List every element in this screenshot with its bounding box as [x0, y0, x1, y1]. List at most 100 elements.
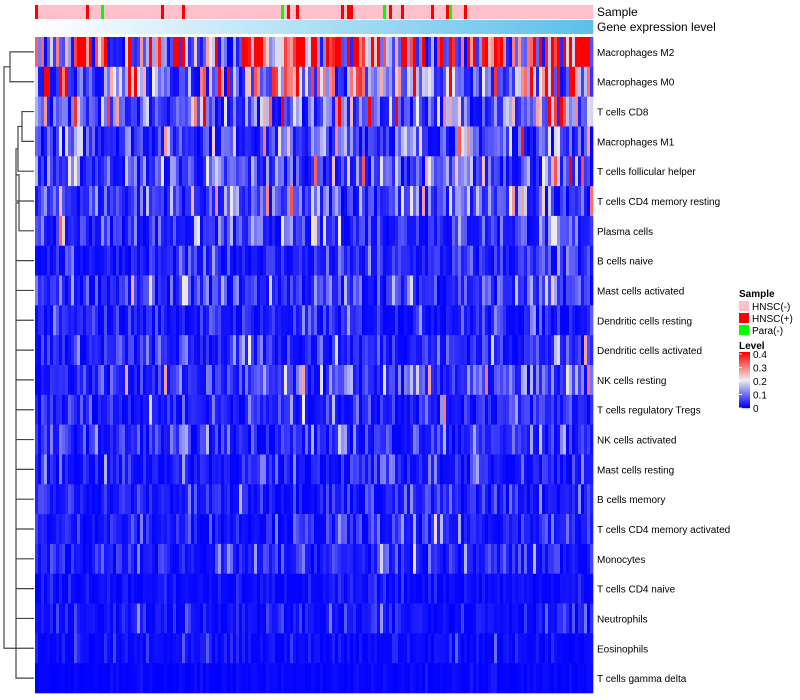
heatmap-cell [497, 215, 501, 247]
heatmap-cell [443, 424, 447, 455]
heatmap-cell [467, 156, 471, 187]
heatmap-cell [302, 156, 306, 187]
heatmap-cell [464, 305, 468, 336]
heatmap-cell [506, 365, 510, 396]
heatmap-cell [416, 543, 420, 575]
heatmap-cell [485, 484, 489, 515]
heatmap-cell [308, 335, 312, 366]
heatmap-cell [230, 156, 234, 187]
heatmap-cell [308, 573, 312, 604]
heatmap-cell [230, 454, 234, 485]
sample-annotation-cell [242, 5, 246, 19]
heatmap-cell [371, 305, 375, 336]
heatmap-cell [284, 335, 288, 366]
heatmap-cell [515, 633, 519, 664]
heatmap-cell [116, 245, 120, 276]
heatmap-cell [557, 245, 561, 276]
heatmap-cell [125, 96, 129, 127]
heatmap-cell [50, 514, 54, 545]
sample-annotation-cell [143, 5, 147, 19]
heatmap-cell [581, 156, 585, 187]
heatmap-cell [197, 156, 201, 187]
heatmap-cell [131, 126, 135, 157]
sample-annotation-cell [224, 5, 228, 19]
heatmap-cell [164, 37, 168, 68]
heatmap-cell [488, 245, 492, 276]
heatmap-cell [374, 37, 378, 68]
heatmap-cell [479, 514, 483, 545]
heatmap-cell [38, 603, 42, 634]
heatmap-cell [95, 663, 99, 694]
row-label: T cells CD8 [597, 108, 649, 119]
heatmap-cell [167, 335, 171, 366]
heatmap-cell [434, 126, 438, 157]
heatmap-cell [464, 663, 468, 694]
heatmap-cell [167, 305, 171, 336]
row-label: NK cells activated [597, 436, 676, 447]
heatmap-cell [224, 186, 228, 217]
heatmap-cell [389, 245, 393, 276]
heatmap-cell [377, 37, 381, 68]
heatmap-cell [50, 186, 54, 217]
heatmap-cell [581, 454, 585, 485]
heatmap-cell [296, 365, 300, 396]
heatmap-cell [371, 186, 375, 217]
expression-annotation-cell [398, 20, 402, 34]
heatmap-cell [47, 424, 51, 455]
heatmap-cell [245, 663, 249, 694]
heatmap-cell [161, 335, 165, 366]
heatmap-cell [578, 245, 582, 276]
heatmap-cell [320, 96, 324, 127]
expression-annotation-cell [173, 20, 177, 34]
heatmap-cell [254, 156, 258, 187]
heatmap-cell [524, 215, 528, 247]
heatmap-cell [41, 275, 45, 306]
heatmap-cell [398, 633, 402, 664]
heatmap-cell [179, 484, 183, 515]
heatmap-cell [62, 454, 66, 485]
heatmap-cell [479, 603, 483, 634]
heatmap-cell [89, 245, 93, 276]
heatmap-cell [473, 66, 477, 97]
heatmap-cell [401, 275, 405, 306]
heatmap-cell [200, 215, 204, 247]
heatmap-cell [485, 96, 489, 127]
heatmap-cell [41, 633, 45, 664]
heatmap-cell [80, 454, 84, 485]
heatmap-cell [473, 543, 477, 575]
heatmap-cell [506, 424, 510, 455]
heatmap-cell [485, 603, 489, 634]
heatmap-cell [266, 126, 270, 157]
heatmap-cell [566, 66, 570, 97]
heatmap-cell [461, 603, 465, 634]
heatmap-cell [197, 66, 201, 97]
heatmap-cell [176, 186, 180, 217]
heatmap-cell [509, 603, 513, 634]
heatmap-cell [197, 514, 201, 545]
heatmap-cell [206, 394, 210, 425]
heatmap-cell [176, 126, 180, 157]
expression-annotation-cell [497, 20, 501, 34]
heatmap-cell [125, 37, 129, 68]
heatmap-cell [587, 126, 591, 157]
heatmap-cell [38, 424, 42, 455]
heatmap-cell [365, 66, 369, 97]
heatmap-cell [176, 66, 180, 97]
heatmap-cell [545, 305, 549, 336]
heatmap-cell [533, 365, 537, 396]
heatmap-cell [71, 275, 75, 306]
heatmap-cell [587, 275, 591, 306]
heatmap-cell [503, 186, 507, 217]
heatmap-cell [338, 126, 342, 157]
heatmap-cell [425, 245, 429, 276]
heatmap-cell [470, 305, 474, 336]
heatmap-cell [485, 275, 489, 306]
expression-annotation-cell [281, 20, 285, 34]
sample-annotation-cell [473, 5, 477, 19]
heatmap-cell [509, 394, 513, 425]
sample-annotation-cell [407, 5, 411, 19]
heatmap-cell [449, 365, 453, 396]
heatmap-cell [335, 156, 339, 187]
heatmap-cell [488, 365, 492, 396]
heatmap-cell [428, 633, 432, 664]
